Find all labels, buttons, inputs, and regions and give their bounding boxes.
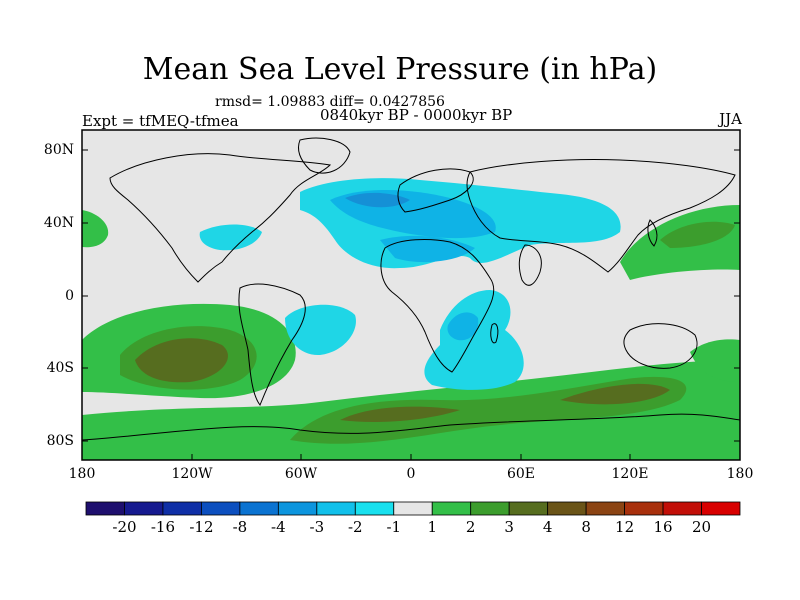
anomaly-southern-band-dark xyxy=(340,406,460,422)
colorbar-label: -2 xyxy=(347,518,363,536)
colorbar-label: 16 xyxy=(653,518,673,536)
coast-antarctica xyxy=(82,413,740,441)
coast-south-america xyxy=(238,283,306,406)
colorbar-label: -4 xyxy=(271,518,286,536)
anomaly-australia-east xyxy=(690,339,740,382)
colorbar-label: 12 xyxy=(615,518,635,536)
colorbar-label: 3 xyxy=(504,518,514,536)
coast-africa xyxy=(380,239,495,373)
colorbar-cell xyxy=(162,501,202,516)
colorbar-cell xyxy=(239,501,279,516)
x-tick-label: 60W xyxy=(284,466,318,482)
y-tick-label: 40N xyxy=(43,215,74,231)
colorbar-cell xyxy=(547,501,587,516)
map-title: Mean Sea Level Pressure (in hPa) xyxy=(142,52,658,87)
colorbar-cell xyxy=(470,501,510,516)
experiment-label: Expt = tfMEQ-tfmea xyxy=(82,112,239,130)
colorbar-label: -8 xyxy=(232,518,248,536)
coast-north-america xyxy=(109,153,332,283)
x-tick-label: 120E xyxy=(611,466,649,482)
colorbar-cell xyxy=(85,501,125,516)
colorbar-label: -1 xyxy=(386,518,402,536)
colorbar-label: -20 xyxy=(112,518,137,536)
anomaly-south-atlantic xyxy=(285,304,356,356)
anomaly-north-pacific-mid xyxy=(660,221,735,248)
y-tick-label: 40S xyxy=(46,360,74,376)
colorbar-cell xyxy=(201,501,241,516)
colorbar-cell xyxy=(316,501,356,516)
coast-greenland xyxy=(297,137,351,174)
colorbar-cell xyxy=(508,501,549,516)
colorbar-cell xyxy=(393,501,433,516)
y-tick-label: 80N xyxy=(43,142,74,158)
colorbar-cell xyxy=(124,501,164,516)
anomaly-north-pacific-west xyxy=(82,210,109,248)
season-label: JJA xyxy=(719,110,742,128)
coast-india xyxy=(518,244,542,286)
colorbar-label: 2 xyxy=(465,518,476,536)
stats-text: rmsd= 1.09883 diff= 0.0427856 xyxy=(215,94,445,110)
anomaly-east-africa xyxy=(424,290,524,390)
coast-madagascar xyxy=(490,323,499,344)
x-tick-label: 0 xyxy=(406,466,416,482)
y-tick-label: 80S xyxy=(46,433,74,449)
x-axis-ticks xyxy=(81,454,741,460)
anomaly-east-africa-mid xyxy=(447,312,479,341)
colorbar-cell xyxy=(701,501,741,516)
colorbar-label: 4 xyxy=(542,518,553,536)
coastlines xyxy=(82,137,740,441)
x-tick-label: 180 xyxy=(68,466,96,482)
coast-asia xyxy=(466,159,736,273)
y-tick-label: 0 xyxy=(65,288,74,304)
anomaly-tropical-atlantic xyxy=(199,224,262,251)
coast-japan xyxy=(647,219,658,247)
colorbar-cell xyxy=(624,501,664,516)
colorbar-label: -3 xyxy=(309,518,325,536)
x-tick-label: 120W xyxy=(171,466,213,482)
colorbar-label: 1 xyxy=(427,518,437,536)
colorbar-cell xyxy=(354,501,395,516)
colorbar-label: -16 xyxy=(150,518,176,536)
anomaly-southern-band-dark-2 xyxy=(560,383,670,405)
period-text: 0840kyr BP - 0000kyr BP xyxy=(320,106,513,124)
colorbar-label: -12 xyxy=(189,518,214,536)
x-tick-label: 60E xyxy=(506,466,536,482)
colorbar-cell xyxy=(585,501,625,516)
colorbar-cell xyxy=(431,501,472,516)
anomaly-europe-dark xyxy=(345,192,410,208)
colorbar-label: 8 xyxy=(581,518,591,536)
coast-australia xyxy=(623,323,698,369)
y-axis-ticks xyxy=(82,149,740,442)
anomaly-south-pacific-dark xyxy=(135,338,228,383)
coast-europe xyxy=(397,168,474,213)
colorbar-cell xyxy=(662,501,702,516)
colorbar-label: 20 xyxy=(691,518,712,536)
colorbar xyxy=(85,501,741,516)
x-tick-label: 180 xyxy=(726,466,754,482)
colorbar-cell xyxy=(277,501,318,516)
